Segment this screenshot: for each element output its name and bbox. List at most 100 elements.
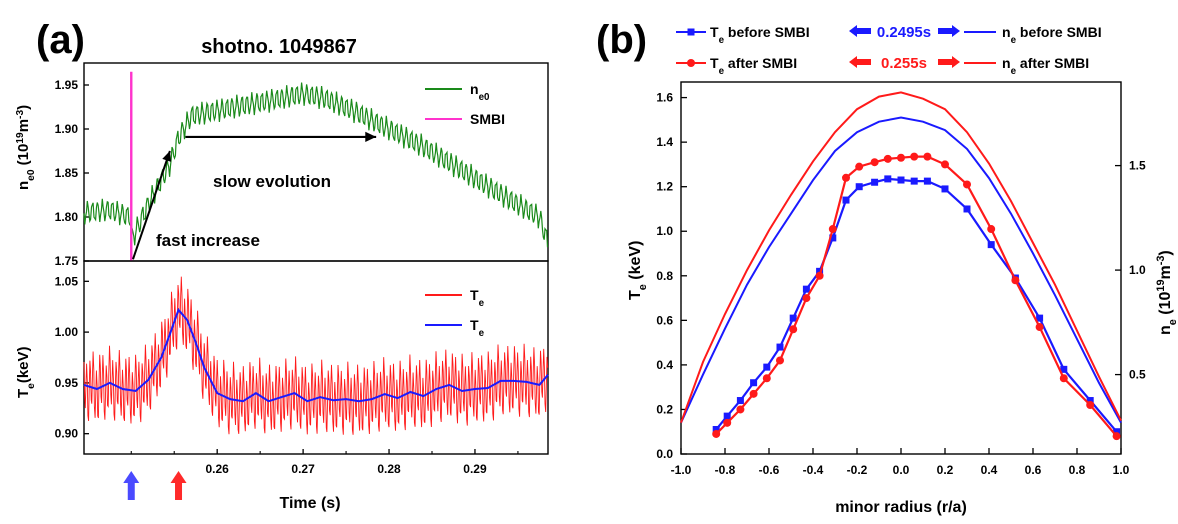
legend-label: ne before SMBI — [1002, 24, 1102, 46]
y-tick-label: 0.0 — [656, 447, 673, 461]
data-point-square — [897, 176, 905, 184]
y-tick-label: 1.85 — [55, 166, 79, 180]
legend-a-top: ne0 SMBI — [425, 81, 505, 127]
y-ticks-a-top: 1.75 1.80 1.85 1.90 1.95 — [55, 78, 89, 268]
data-point-circle — [842, 173, 850, 182]
data-point-circle — [802, 294, 811, 303]
data-point-circle — [828, 225, 837, 234]
y-tick-label: 0.6 — [656, 313, 673, 327]
legend-b: Te before SMBI Te after SMBI ne before SMB… — [676, 24, 1102, 77]
panel-b: 0.0 0.2 0.4 0.6 0.8 1.0 1.2 1.4 1.6 0.5 1.0 1.5 -1.0… — [627, 24, 1178, 516]
right-arrow-icon — [938, 25, 960, 37]
y-axis-label-b-left: Te (keV) — [627, 241, 649, 300]
data-point-circle — [870, 158, 879, 167]
data-point-circle — [815, 271, 824, 280]
series-layer-b — [680, 91, 1122, 441]
left-arrow-icon — [849, 25, 871, 37]
y-tick-label: 1.4 — [656, 135, 673, 149]
legend-label: Te — [470, 287, 485, 309]
data-point-circle — [883, 154, 892, 163]
data-point-circle — [776, 356, 784, 365]
arrowhead — [162, 151, 172, 162]
data-point-circle — [762, 374, 771, 383]
data-point-circle — [1059, 374, 1068, 383]
time-after-label: 0.255s — [881, 55, 927, 72]
annotation-fast-increase: fast increase — [156, 231, 260, 250]
y-axis-label-b-right: ne (1019m-3) — [1155, 250, 1178, 335]
plot-frame-b — [680, 81, 1122, 455]
data-point-square — [712, 425, 720, 433]
legend-label: Te after SMBI — [710, 55, 797, 77]
y-tick-label: 1.80 — [55, 210, 79, 224]
data-point-square — [1060, 365, 1068, 373]
data-point-square — [1113, 428, 1121, 436]
data-point-square — [941, 185, 949, 193]
data-point-circle — [923, 152, 932, 161]
x-tick-label: 0.28 — [377, 462, 401, 476]
left-arrow-icon — [849, 56, 871, 68]
data-point-square — [776, 343, 784, 351]
x-tick-label: 1.0 — [1113, 463, 1130, 477]
data-point-circle — [1112, 432, 1121, 441]
panel-b-label: (b) — [596, 18, 647, 62]
series-layer-a-bottom — [83, 276, 549, 435]
data-point-circle — [712, 429, 721, 438]
data-point-circle — [1035, 323, 1044, 332]
annotation-slow-evolution: slow evolution — [213, 172, 331, 191]
ne-profile-line — [680, 91, 1122, 424]
y-tick-label: 0.90 — [55, 427, 79, 441]
data-point-square — [1086, 397, 1094, 405]
time-markers — [123, 471, 187, 500]
x-tick-label: -0.6 — [759, 463, 780, 477]
legend-marker-square — [687, 28, 695, 36]
panel-a-label: (a) — [36, 18, 85, 62]
legend-label: Te before SMBI — [710, 24, 810, 46]
data-point-square — [910, 177, 918, 185]
x-tick-label: 0.29 — [463, 462, 487, 476]
data-point-square — [763, 363, 771, 371]
data-point-circle — [963, 180, 971, 189]
ticks-b: 0.0 0.2 0.4 0.6 0.8 1.0 1.2 1.4 1.6 0.5 1.0 1.5 -1.0… — [656, 91, 1146, 477]
data-point-square — [842, 196, 850, 204]
x-tick-label: -0.2 — [847, 463, 868, 477]
chart-title: shotno. 1049867 — [201, 36, 357, 58]
x-tick-label: 0.6 — [1025, 463, 1042, 477]
arrowhead — [365, 131, 377, 143]
x-tick-label: 0.26 — [206, 462, 230, 476]
data-point-circle — [1011, 276, 1020, 285]
data-point-square — [829, 234, 837, 242]
y-tick-label: 1.0 — [656, 224, 673, 238]
legend-label: SMBI — [470, 111, 505, 127]
ne0-series-line — [83, 82, 549, 248]
data-point-square — [855, 183, 863, 191]
y-axis-label-a-top: ne0 (1019m-3) — [15, 105, 37, 190]
data-point-square — [884, 175, 892, 183]
y-tick-label: 1.00 — [55, 325, 79, 339]
time-marker-arrow — [123, 471, 140, 500]
legend-label: Te — [470, 317, 485, 339]
x-tick-label: 0.8 — [1069, 463, 1086, 477]
y-tick-label: 1.2 — [656, 180, 673, 194]
data-point-square — [1036, 314, 1044, 322]
time-before-label: 0.2495s — [877, 24, 931, 41]
te-raw-series-line — [83, 276, 549, 435]
y-tick-label: 0.2 — [656, 402, 673, 416]
data-point-circle — [987, 225, 996, 234]
y-tick-label: 0.4 — [656, 358, 673, 372]
y2-tick-label: 0.5 — [1129, 368, 1146, 382]
data-point-circle — [1086, 400, 1095, 409]
x-axis-label-b: minor radius (r/a) — [835, 499, 967, 516]
data-point-circle — [910, 152, 919, 161]
data-point-square — [723, 412, 731, 420]
y-tick-label: 1.75 — [55, 254, 79, 268]
data-point-circle — [941, 160, 949, 169]
y-axis-label-a-bottom: Te(keV) — [15, 346, 37, 398]
x-tick-label: -0.8 — [715, 463, 736, 477]
data-point-square — [871, 178, 879, 186]
plot-frame-a-bottom — [83, 260, 549, 455]
panel-a-bottom: 0.90 0.95 1.00 1.05 0.26 0.27 0.28 0.29 Te Te Te… — [15, 260, 549, 512]
data-point-circle — [749, 389, 758, 398]
data-point-square — [789, 314, 797, 322]
y-tick-label: 1.95 — [55, 78, 79, 92]
time-marker-arrow — [170, 471, 187, 500]
